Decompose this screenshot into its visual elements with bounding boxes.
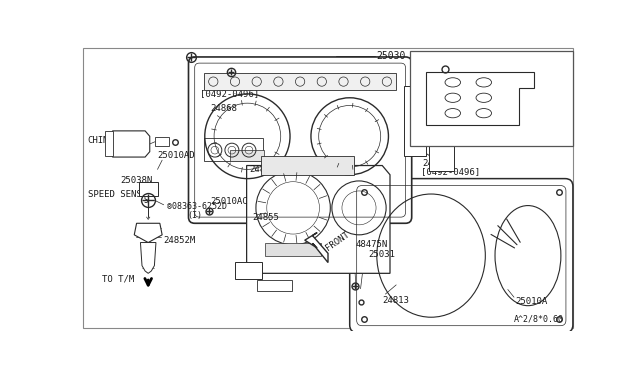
FancyBboxPatch shape: [349, 179, 573, 333]
Text: [0492-0496]: [0492-0496]: [200, 89, 259, 97]
Text: 24868: 24868: [210, 104, 237, 113]
Polygon shape: [134, 223, 162, 243]
Bar: [257, 280, 292, 291]
Text: ®08363-6252D: ®08363-6252D: [167, 202, 227, 211]
Bar: [235, 262, 262, 279]
Bar: [155, 137, 169, 146]
Text: A^2/8*0.60: A^2/8*0.60: [514, 314, 564, 323]
Text: 25010AC: 25010AC: [210, 197, 248, 206]
Text: TO T/M: TO T/M: [102, 274, 134, 283]
Bar: [410, 51, 573, 146]
Bar: [230, 150, 264, 161]
Text: 48475N: 48475N: [356, 240, 388, 248]
Text: 24876: 24876: [417, 122, 444, 132]
Text: 24814MA: 24814MA: [204, 79, 242, 89]
Bar: [429, 109, 454, 171]
Bar: [204, 73, 396, 90]
Text: CHIME: CHIME: [88, 136, 115, 145]
Text: 25030: 25030: [376, 51, 405, 61]
Text: 25010A: 25010A: [516, 297, 548, 306]
Bar: [260, 155, 353, 175]
Text: (I): (I): [187, 211, 202, 220]
Text: 24813: 24813: [382, 296, 409, 305]
Polygon shape: [140, 243, 156, 273]
Text: [0496-   ]: [0496- ]: [413, 63, 467, 72]
Text: 24830: 24830: [422, 159, 449, 168]
Text: FRONT: FRONT: [324, 230, 351, 253]
Text: [0492-0496]: [0492-0496]: [421, 167, 480, 176]
Text: 25031M: 25031M: [407, 88, 439, 97]
Text: 25038N: 25038N: [120, 176, 152, 185]
Text: S: S: [143, 196, 148, 205]
Text: 24827M: 24827M: [413, 54, 445, 63]
Text: ]: ]: [559, 57, 566, 67]
Polygon shape: [246, 166, 390, 273]
FancyBboxPatch shape: [189, 57, 412, 223]
Bar: [139, 183, 157, 196]
Text: 25031: 25031: [368, 250, 395, 259]
Polygon shape: [305, 232, 328, 263]
Bar: [204, 138, 263, 161]
Bar: [105, 131, 113, 155]
Bar: [404, 86, 426, 155]
Text: SPEED SENSOR: SPEED SENSOR: [88, 189, 152, 199]
Text: 25010AD: 25010AD: [157, 151, 195, 160]
Text: 24850: 24850: [249, 165, 276, 174]
Text: 24852M: 24852M: [164, 236, 196, 245]
Polygon shape: [113, 131, 150, 157]
Text: 24855: 24855: [252, 213, 279, 222]
Bar: [265, 243, 321, 256]
